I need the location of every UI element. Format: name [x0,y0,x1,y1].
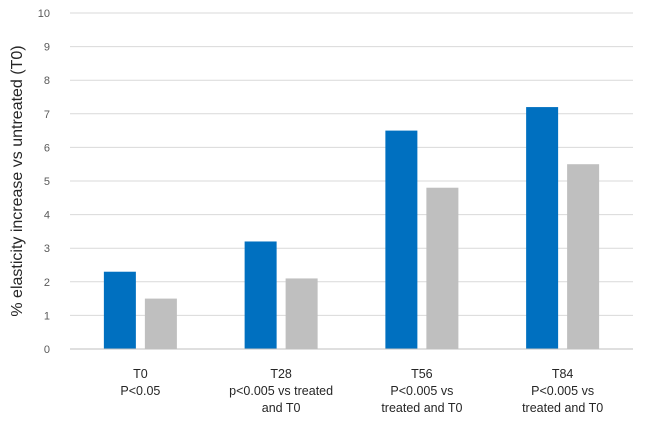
y-tick-label: 9 [44,42,50,54]
y-tick-label: 0 [44,344,50,356]
bar-series-2 [426,187,459,349]
bar-series-2 [144,298,177,349]
y-tick-label: 1 [44,310,50,322]
bars [103,107,600,349]
y-axis-ticks: 0 1 2 3 4 5 6 7 8 9 10 [38,8,50,356]
x-category-label: T56 P<0.005 vs treated and T0 [381,367,462,415]
gridlines [70,12,633,316]
x-axis-categories: T0 P<0.05 T28 p<0.005 vs treated and T0 T56 P<… [120,367,603,415]
bar-series-1 [103,271,136,349]
y-axis-label: % elasticity increase vs untreated (T0) [9,45,26,316]
bar-series-1 [526,107,559,349]
y-tick-label: 10 [38,8,50,20]
bar-series-1 [385,130,418,349]
x-category-label: T84 P<0.005 vs treated and T0 [522,367,603,415]
y-tick-label: 7 [44,109,50,121]
bar-series-2 [567,164,600,349]
bar-series-1 [244,241,277,349]
y-tick-label: 3 [44,243,50,255]
x-category-label: T0 P<0.05 [120,367,160,398]
y-tick-label: 4 [44,210,50,222]
y-tick-label: 6 [44,142,50,154]
y-tick-label: 5 [44,176,50,188]
x-category-label: T28 p<0.005 vs treated and T0 [229,367,333,415]
y-tick-label: 2 [44,277,50,289]
bar-series-2 [285,278,318,349]
y-tick-label: 8 [44,75,50,87]
